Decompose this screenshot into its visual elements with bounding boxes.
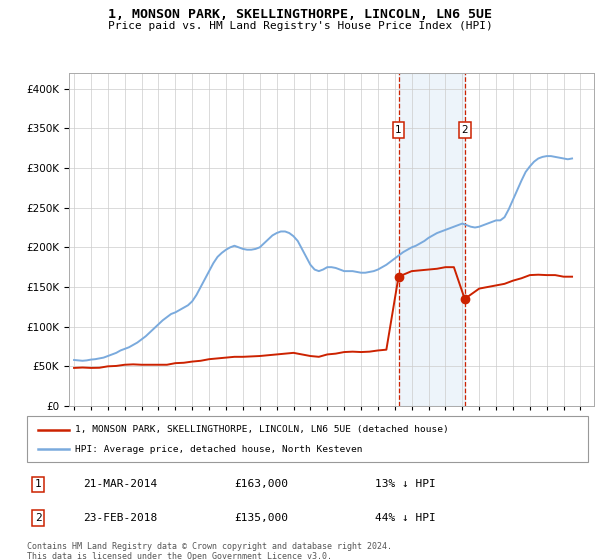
Text: Contains HM Land Registry data © Crown copyright and database right 2024.
This d: Contains HM Land Registry data © Crown c… [27,542,392,560]
Text: £163,000: £163,000 [235,479,289,489]
Text: HPI: Average price, detached house, North Kesteven: HPI: Average price, detached house, Nort… [74,445,362,454]
Bar [398,73,464,406]
Text: 2: 2 [35,513,41,523]
Text: Price paid vs. HM Land Registry's House Price Index (HPI): Price paid vs. HM Land Registry's House … [107,21,493,31]
Text: 1: 1 [395,125,402,135]
Text: 23-FEB-2018: 23-FEB-2018 [83,513,157,523]
Text: £135,000: £135,000 [235,513,289,523]
FancyBboxPatch shape [27,416,588,462]
Text: 44% ↓ HPI: 44% ↓ HPI [375,513,436,523]
Text: 1: 1 [35,479,41,489]
Text: 13% ↓ HPI: 13% ↓ HPI [375,479,436,489]
Text: 1, MONSON PARK, SKELLINGTHORPE, LINCOLN, LN6 5UE: 1, MONSON PARK, SKELLINGTHORPE, LINCOLN,… [108,8,492,21]
Text: 2: 2 [461,125,468,135]
Text: 1, MONSON PARK, SKELLINGTHORPE, LINCOLN, LN6 5UE (detached house): 1, MONSON PARK, SKELLINGTHORPE, LINCOLN,… [74,426,448,435]
Text: 21-MAR-2014: 21-MAR-2014 [83,479,157,489]
